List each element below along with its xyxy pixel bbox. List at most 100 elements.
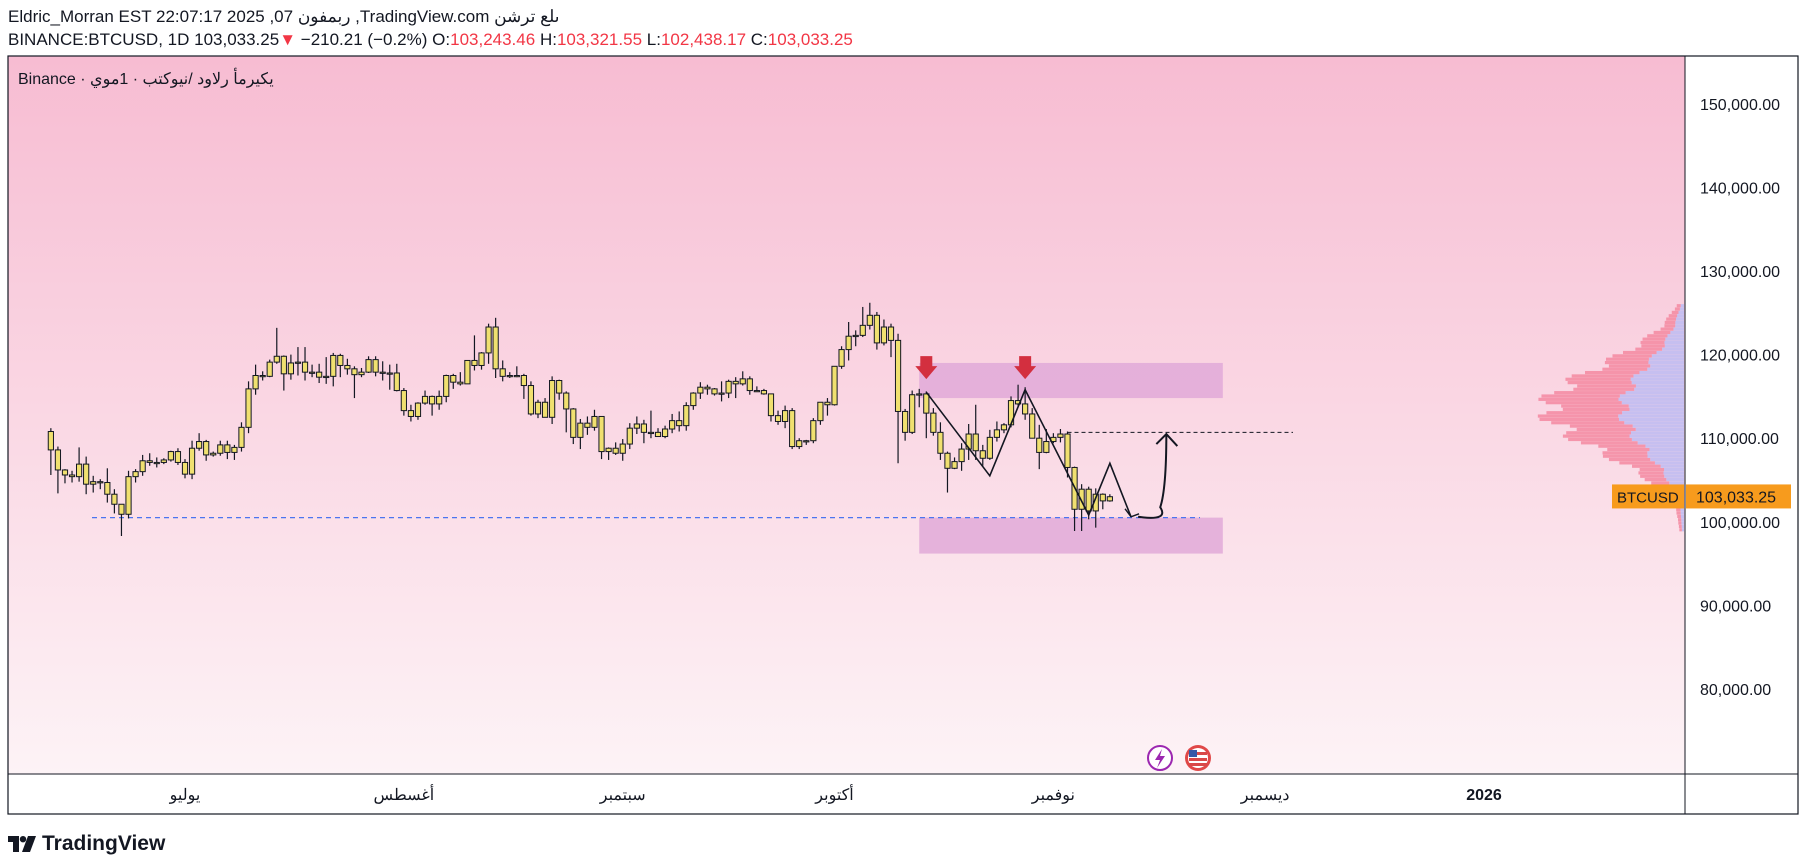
candle-body[interactable] xyxy=(1000,424,1008,431)
candle-body[interactable] xyxy=(796,440,803,448)
candle-body[interactable] xyxy=(146,460,153,463)
candle-body[interactable] xyxy=(443,375,450,397)
symbol-name[interactable]: BINANCE:BTCUSD xyxy=(8,30,159,49)
candle-body[interactable] xyxy=(499,368,506,377)
candle-body[interactable] xyxy=(245,388,252,428)
candle-body[interactable] xyxy=(584,422,591,428)
candle-body[interactable] xyxy=(972,433,979,452)
candle-body[interactable] xyxy=(372,359,379,373)
candle-body[interactable] xyxy=(838,349,845,367)
candle-body[interactable] xyxy=(90,481,97,485)
candle-body[interactable] xyxy=(414,402,422,417)
candle-body[interactable] xyxy=(471,359,478,366)
candle-body[interactable] xyxy=(852,334,859,338)
candle-body[interactable] xyxy=(859,324,866,336)
candle-body[interactable] xyxy=(640,423,647,433)
candle-body[interactable] xyxy=(344,364,351,370)
candle-body[interactable] xyxy=(266,361,273,377)
candle-body[interactable] xyxy=(930,412,937,433)
candle-body[interactable] xyxy=(47,431,54,451)
candle-body[interactable] xyxy=(379,371,386,374)
candle-body[interactable] xyxy=(280,355,287,375)
candle-body[interactable] xyxy=(231,446,238,453)
candle-body[interactable] xyxy=(690,392,697,407)
candle-body[interactable] xyxy=(210,452,217,456)
candle-body[interactable] xyxy=(626,427,633,445)
candle-body[interactable] xyxy=(1029,413,1036,439)
candle-body[interactable] xyxy=(647,431,655,435)
candle-body[interactable] xyxy=(308,371,316,374)
candle-body[interactable] xyxy=(782,410,789,422)
candle-body[interactable] xyxy=(831,365,838,406)
candle-body[interactable] xyxy=(1022,403,1029,415)
candle-body[interactable] xyxy=(97,481,104,484)
candle-body[interactable] xyxy=(880,326,888,344)
candle-body[interactable] xyxy=(1064,433,1071,468)
candle-body[interactable] xyxy=(541,401,549,418)
candle-body[interactable] xyxy=(407,410,415,417)
candle-body[interactable] xyxy=(351,368,358,376)
candle-body[interactable] xyxy=(429,395,436,405)
candle-body[interactable] xyxy=(421,395,429,404)
candle-body[interactable] xyxy=(316,371,323,378)
candle-body[interactable] xyxy=(577,422,584,438)
candle-body[interactable] xyxy=(725,380,732,394)
candle-body[interactable] xyxy=(534,401,542,415)
candle-body[interactable] xyxy=(323,375,330,379)
candle-body[interactable] xyxy=(520,375,527,387)
candle-body[interactable] xyxy=(506,375,513,378)
candle-body[interactable] xyxy=(153,461,160,465)
candle-body[interactable] xyxy=(704,386,711,390)
candle-body[interactable] xyxy=(160,459,167,463)
candle-body[interactable] xyxy=(873,314,880,344)
candle-body[interactable] xyxy=(676,420,683,427)
candle-body[interactable] xyxy=(1099,493,1106,502)
candle-body[interactable] xyxy=(330,354,337,377)
candle-body[interactable] xyxy=(697,386,704,394)
candle-body[interactable] xyxy=(358,371,365,376)
candle-body[interactable] xyxy=(570,408,577,438)
candle-body[interactable] xyxy=(457,381,464,385)
candle-body[interactable] xyxy=(633,423,640,429)
candle-body[interactable] xyxy=(450,375,457,383)
candle-body[interactable] xyxy=(979,450,986,459)
candle-body[interactable] xyxy=(188,447,196,475)
candle-body[interactable] xyxy=(478,352,485,366)
candle-body[interactable] xyxy=(909,394,916,433)
candle-body[interactable] xyxy=(365,359,372,373)
candle-body[interactable] xyxy=(556,380,563,394)
candle-body[interactable] xyxy=(485,326,492,354)
candle-body[interactable] xyxy=(958,448,965,463)
candle-body[interactable] xyxy=(916,393,923,396)
candle-body[interactable] xyxy=(118,503,125,515)
candle-body[interactable] xyxy=(683,405,690,427)
candle-body[interactable] xyxy=(337,354,344,366)
candle-body[interactable] xyxy=(181,461,189,475)
candle-body[interactable] xyxy=(563,392,570,410)
candle-body[interactable] xyxy=(125,476,132,515)
candle-body[interactable] xyxy=(464,359,471,385)
candle-body[interactable] xyxy=(866,314,873,326)
candle-body[interactable] xyxy=(718,392,725,395)
candle-body[interactable] xyxy=(605,447,612,453)
candle-body[interactable] xyxy=(612,447,619,454)
candle-body[interactable] xyxy=(238,426,245,448)
candle-body[interactable] xyxy=(619,443,626,454)
candle-body[interactable] xyxy=(386,372,393,375)
interval[interactable]: 1D xyxy=(167,30,190,49)
candle-body[interactable] xyxy=(252,375,259,390)
candle-body[interactable] xyxy=(711,388,718,395)
candle-body[interactable] xyxy=(824,401,831,406)
candle-body[interactable] xyxy=(817,401,824,422)
candle-body[interactable] xyxy=(1036,437,1043,453)
us-flag-event-icon[interactable] xyxy=(1185,745,1211,771)
candle-body[interactable] xyxy=(810,420,817,442)
candle-body[interactable] xyxy=(132,471,139,478)
candle-body[interactable] xyxy=(746,378,753,392)
candle-body[interactable] xyxy=(139,460,146,473)
candle-body[interactable] xyxy=(1043,441,1050,453)
candle-body[interactable] xyxy=(923,393,930,414)
candle-body[interactable] xyxy=(1106,496,1113,502)
candle-body[interactable] xyxy=(167,451,174,461)
